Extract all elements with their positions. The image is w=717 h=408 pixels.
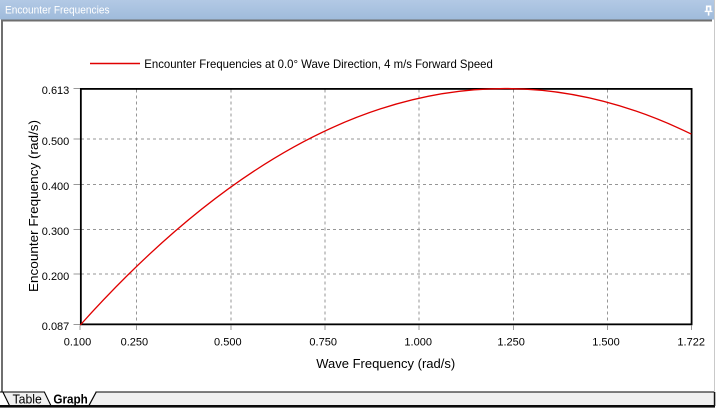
svg-text:1.722: 1.722 <box>677 336 705 348</box>
svg-text:0.200: 0.200 <box>42 271 70 283</box>
svg-text:Graph: Graph <box>53 392 87 406</box>
svg-text:0.087: 0.087 <box>42 321 70 333</box>
svg-text:0.400: 0.400 <box>42 181 70 193</box>
svg-text:0.750: 0.750 <box>309 336 337 348</box>
svg-text:0.100: 0.100 <box>64 336 92 348</box>
svg-text:0.500: 0.500 <box>42 136 70 148</box>
svg-text:0.613: 0.613 <box>42 85 70 97</box>
svg-text:Encounter Frequency (rad/s): Encounter Frequency (rad/s) <box>26 120 41 292</box>
svg-text:Wave Frequency (rad/s): Wave Frequency (rad/s) <box>316 356 455 371</box>
svg-text:1.000: 1.000 <box>404 336 432 348</box>
svg-text:Encounter Frequencies: Encounter Frequencies <box>5 5 110 17</box>
svg-text:0.250: 0.250 <box>121 336 149 348</box>
svg-text:1.250: 1.250 <box>497 336 525 348</box>
svg-text:Encounter Frequencies at 0.0°: Encounter Frequencies at 0.0° Wave Direc… <box>144 57 493 71</box>
svg-text:0.300: 0.300 <box>42 226 70 238</box>
svg-text:0.500: 0.500 <box>214 336 242 348</box>
svg-text:Table: Table <box>13 392 42 406</box>
svg-text:1.500: 1.500 <box>592 336 620 348</box>
